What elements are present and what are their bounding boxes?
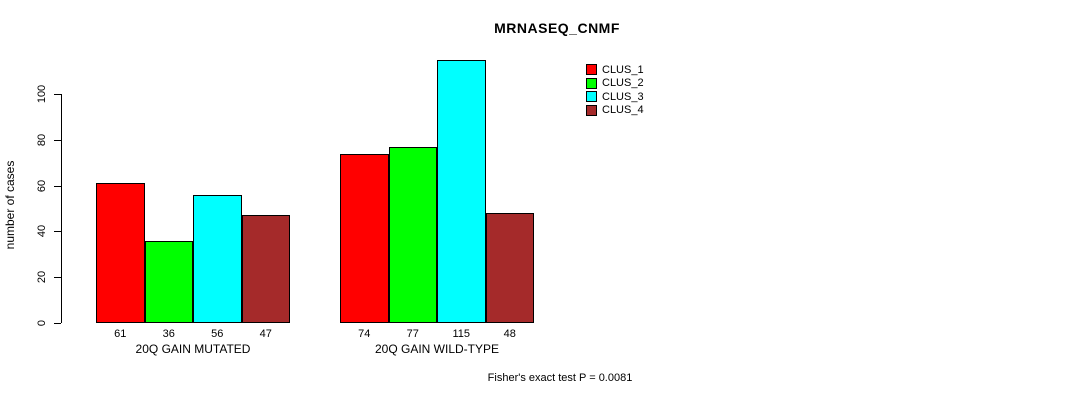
bar-value-label: 61 [114, 328, 127, 340]
legend-row-clus_2: CLUS_2 [586, 77, 644, 91]
y-tick-label: 60 [36, 179, 48, 192]
bar-clus_3-group2 [437, 59, 486, 323]
y-tick-label: 20 [36, 271, 48, 284]
bar-value-label: 74 [358, 328, 371, 340]
legend-label: CLUS_3 [602, 90, 644, 103]
y-tick-label: 0 [36, 319, 48, 327]
legend-swatch-clus_2 [586, 77, 597, 89]
legend-row-clus_1: CLUS_1 [586, 63, 644, 77]
bar-value-label: 56 [211, 328, 224, 340]
legend-swatch-clus_3 [586, 91, 597, 103]
bar-clus_2-group2 [388, 146, 437, 323]
legend-row-clus_4: CLUS_4 [586, 104, 644, 118]
bar-clus_3-group1 [193, 194, 242, 323]
y-tick-label: 40 [36, 225, 48, 238]
legend-row-clus_3: CLUS_3 [586, 90, 644, 104]
y-tick-label: 80 [36, 133, 48, 146]
legend-swatch-clus_1 [586, 64, 597, 76]
legend: CLUS_1 CLUS_2 CLUS_3 CLUS_4 [586, 63, 644, 117]
legend-label: CLUS_4 [602, 104, 644, 117]
bar-clus_4-group1 [241, 215, 290, 323]
bar-value-label: 77 [406, 328, 419, 340]
legend-label: CLUS_2 [602, 77, 644, 90]
bar-value-label: 36 [162, 328, 175, 340]
y-tick-label: 100 [36, 84, 48, 104]
y-tick-mark [54, 185, 61, 187]
y-tick-mark [54, 231, 61, 233]
y-tick-mark [54, 139, 61, 141]
bar-value-label: 47 [259, 328, 272, 340]
y-tick-mark [54, 277, 61, 279]
y-axis-label: number of cases [3, 160, 17, 250]
legend-swatch-clus_4 [586, 104, 597, 116]
y-axis-line [61, 94, 62, 323]
y-tick-mark [54, 323, 61, 324]
bar-clus_1-group2 [340, 153, 389, 323]
p-value-annotation: Fisher's exact test P = 0.0081 [487, 372, 633, 384]
legend-label: CLUS_1 [602, 63, 644, 76]
y-tick-mark [54, 94, 61, 95]
category-label: 20Q GAIN WILD-TYPE [374, 342, 500, 356]
bar-value-label: 115 [452, 328, 471, 340]
category-label: 20Q GAIN MUTATED [135, 342, 251, 356]
bar-clus_4-group2 [485, 213, 534, 323]
bar-clus_1-group1 [96, 183, 145, 323]
bar-clus_2-group1 [144, 240, 193, 323]
bar-value-label: 48 [503, 328, 516, 340]
chart-title: MRNASEQ_CNMF [494, 20, 620, 36]
